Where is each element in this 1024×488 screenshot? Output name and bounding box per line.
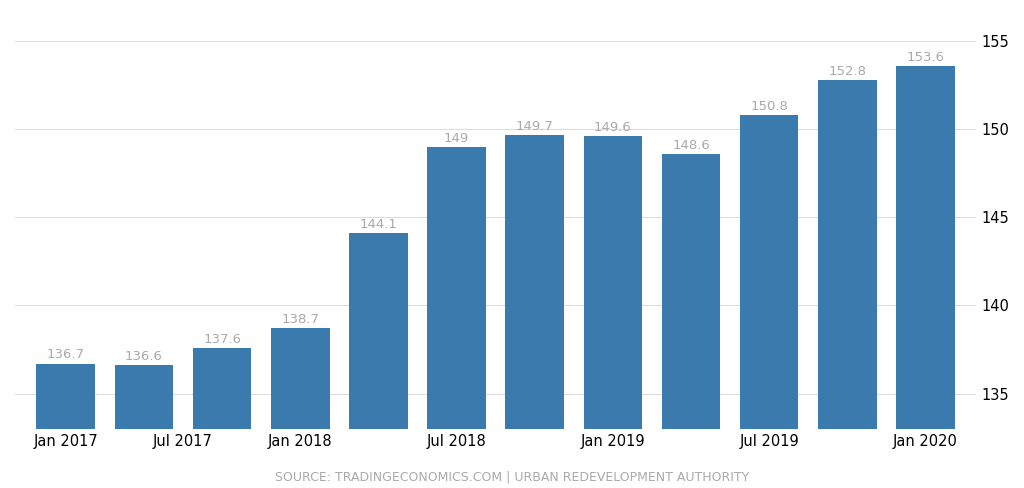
Bar [506,135,564,488]
Text: 137.6: 137.6 [203,333,241,346]
Text: SOURCE: TRADINGECONOMICS.COM | URBAN REDEVELOPMENT AUTHORITY: SOURCE: TRADINGECONOMICS.COM | URBAN RED… [274,470,750,483]
Bar [818,80,877,488]
Text: 144.1: 144.1 [359,218,397,231]
Text: 152.8: 152.8 [828,65,866,78]
Bar [37,364,95,488]
Bar [115,366,173,488]
Bar [662,154,720,488]
Bar [193,348,252,488]
Text: 148.6: 148.6 [672,139,710,152]
Text: 153.6: 153.6 [906,51,944,64]
Text: 136.6: 136.6 [125,350,163,363]
Text: 149.7: 149.7 [516,120,554,133]
Text: 149.6: 149.6 [594,122,632,134]
Bar [349,233,408,488]
Text: 136.7: 136.7 [47,348,85,362]
Bar [271,328,330,488]
Bar [740,115,799,488]
Text: 149: 149 [444,132,469,145]
Bar [896,66,954,488]
Bar [427,147,485,488]
Bar [584,137,642,488]
Text: 150.8: 150.8 [751,100,788,113]
Text: 138.7: 138.7 [282,313,319,326]
